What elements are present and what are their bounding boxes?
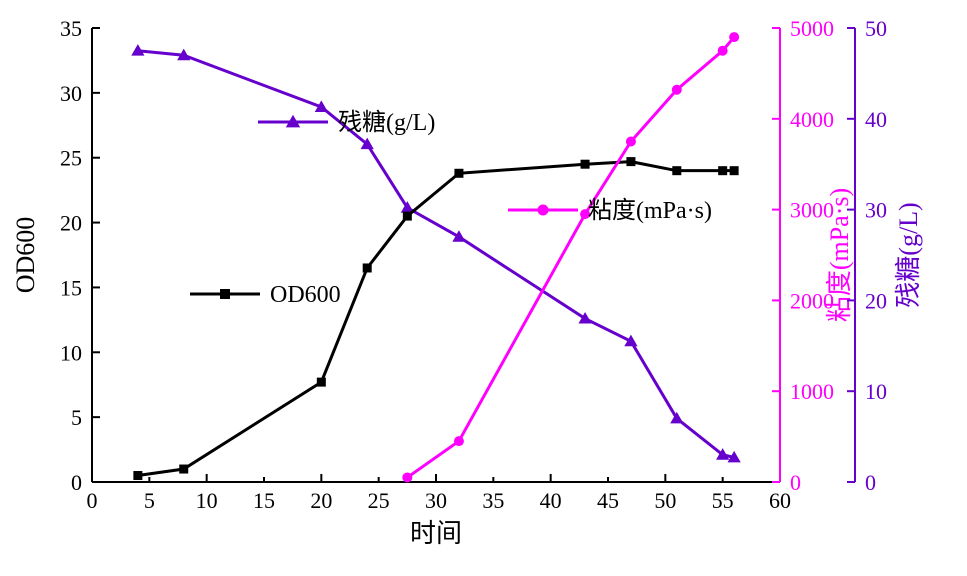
y-left-tick-label: 15 [60,275,82,300]
series-marker-od600 [133,471,142,480]
series-marker-viscosity [454,436,464,446]
y-left-tick-label: 35 [60,16,82,41]
x-axis-label: 时间 [410,519,462,548]
y-right2-tick-label: 40 [865,107,887,132]
y-left-axis-label: OD600 [11,217,40,294]
x-tick-label: 0 [87,488,98,513]
series-marker-od600 [730,166,739,175]
legend-marker-od600 [220,289,230,299]
series-marker-viscosity [626,137,636,147]
chart-container: 0 5 10 15 20 25 30 35 40 45 50 55 60 时间 0 5 10 15 20 25 30 35… [0,0,967,576]
series-marker-od600 [718,166,727,175]
legend-label-sugar: 残糖(g/L) [338,109,435,136]
x-tick-label: 50 [654,488,676,513]
series-marker-od600 [363,263,372,272]
x-tick-label: 45 [597,488,619,513]
legend-label-viscosity: 粘度(mPa·s) [588,197,712,224]
series-marker-od600 [454,169,463,178]
series-marker-od600 [581,160,590,169]
x-tick-label: 20 [310,488,332,513]
series-marker-od600 [403,212,412,221]
series-marker-viscosity [729,32,739,42]
y-left-tick-label: 5 [71,405,82,430]
x-tick-label: 30 [425,488,447,513]
x-tick-label: 15 [253,488,275,513]
y-right2-tick-label: 10 [865,379,887,404]
y-right2-tick-label: 30 [865,198,887,223]
x-tick-label: 40 [540,488,562,513]
y-left-tick-label: 20 [60,211,82,236]
x-tick-label: 10 [196,488,218,513]
legend-marker-viscosity [538,205,549,216]
y-left-tick-label: 25 [60,146,82,171]
x-tick-label: 5 [144,488,155,513]
y-right1-tick-label: 4000 [790,107,834,132]
series-marker-viscosity [672,85,682,95]
y-right2-axis-label: 残糖(g/L) [894,202,923,307]
y-left-tick-label: 10 [60,340,82,365]
x-tick-label: 60 [769,488,791,513]
series-marker-od600 [626,157,635,166]
series-marker-od600 [179,465,188,474]
y-right1-axis-label: 粘度(mPa·s) [825,188,854,322]
x-tick-label: 35 [482,488,504,513]
y-right2-tick-label: 0 [865,470,876,495]
series-marker-viscosity [718,46,728,56]
y-right1-tick-label: 5000 [790,16,834,41]
y-right1-tick-label: 0 [790,470,801,495]
series-marker-od600 [317,378,326,387]
series-marker-od600 [672,166,681,175]
y-right1-tick-label: 1000 [790,379,834,404]
y-right2-tick-label: 20 [865,288,887,313]
chart-svg: 0 5 10 15 20 25 30 35 40 45 50 55 60 时间 0 5 10 15 20 25 30 35… [0,0,967,576]
legend-label-od600: OD600 [270,282,341,308]
x-tick-label: 25 [368,488,390,513]
y-left-tick-label: 0 [71,470,82,495]
series-marker-viscosity [402,472,412,482]
x-tick-label: 55 [712,488,734,513]
y-left-tick-label: 30 [60,81,82,106]
y-right2-tick-label: 50 [865,16,887,41]
